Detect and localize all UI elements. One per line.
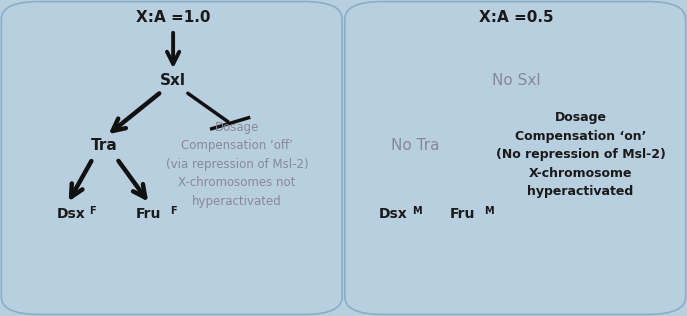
Text: No Sxl: No Sxl xyxy=(493,73,541,88)
Text: Sxl: Sxl xyxy=(160,73,186,88)
Text: M: M xyxy=(484,206,493,216)
Text: Dosage
Compensation ‘on’
(No repression of Msl-2)
X-chromosome
hyperactivated: Dosage Compensation ‘on’ (No repression … xyxy=(495,111,666,198)
Text: Fru: Fru xyxy=(450,207,475,221)
Text: M: M xyxy=(412,206,422,216)
Text: Dsx: Dsx xyxy=(379,207,408,221)
Text: F: F xyxy=(89,206,96,216)
Text: F: F xyxy=(170,206,177,216)
Text: X:A =1.0: X:A =1.0 xyxy=(136,10,210,25)
FancyBboxPatch shape xyxy=(345,2,686,314)
Text: Fru: Fru xyxy=(136,207,161,221)
Text: Dsx: Dsx xyxy=(56,207,85,221)
Text: Tra: Tra xyxy=(91,138,117,154)
Text: No Tra: No Tra xyxy=(392,138,440,154)
FancyBboxPatch shape xyxy=(1,2,342,314)
Text: X:A =0.5: X:A =0.5 xyxy=(480,10,554,25)
Text: Dosage
Compensation ‘off’
(via repression of Msl-2)
X-chromosomes not
hyperactiv: Dosage Compensation ‘off’ (via repressio… xyxy=(166,121,308,208)
